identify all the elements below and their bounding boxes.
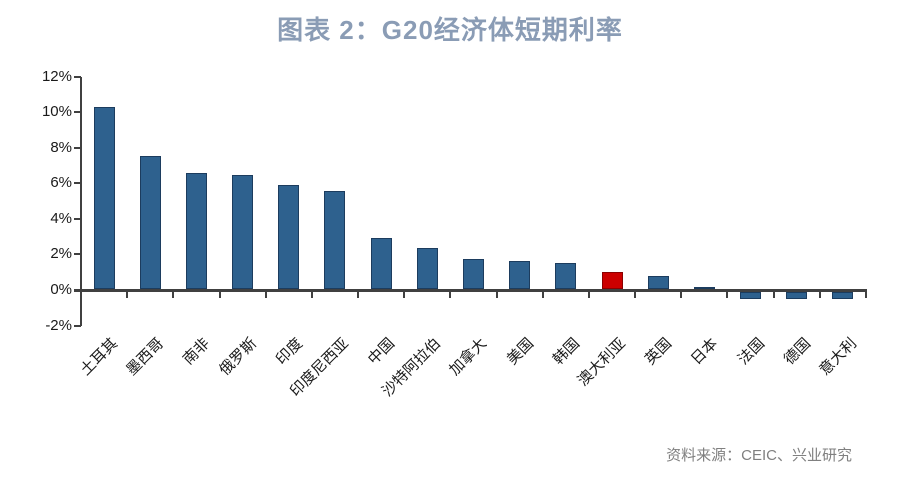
x-axis-tick <box>80 291 82 298</box>
x-axis-tick <box>634 291 637 298</box>
y-axis-tick-label: 8% <box>50 138 72 156</box>
bar-italy <box>832 291 854 299</box>
y-axis-tick <box>74 111 81 114</box>
x-axis-tick <box>403 291 406 298</box>
x-axis-label-india: 印度 <box>272 335 306 369</box>
x-axis-label-italy: 意大利 <box>816 335 860 379</box>
x-axis-label-canada: 加拿大 <box>446 335 491 379</box>
bar-france <box>740 291 762 299</box>
x-axis-label-turkey: 土耳其 <box>77 335 122 379</box>
x-axis-label-australia: 澳大利亚 <box>574 335 630 390</box>
y-axis-tick-label: 12% <box>41 67 72 85</box>
y-axis-tick <box>74 75 81 78</box>
x-axis-tick <box>357 291 360 298</box>
x-axis-tick <box>126 291 129 298</box>
x-axis-tick <box>818 291 821 298</box>
x-axis-tick <box>218 291 221 298</box>
x-axis-tick <box>865 291 867 298</box>
y-axis-tick-label: 10% <box>41 103 72 121</box>
bar-turkey <box>93 106 115 289</box>
x-axis-tick <box>495 291 498 298</box>
x-axis-label-mexico: 墨西哥 <box>123 335 168 379</box>
bar-saudi-arabia <box>416 248 438 289</box>
x-axis-tick <box>587 291 590 298</box>
x-axis-tick <box>541 291 544 298</box>
bar-south-korea <box>555 263 577 289</box>
y-axis-tick-label: 0% <box>50 281 72 298</box>
x-axis-tick <box>680 291 683 298</box>
y-axis-tick <box>74 182 81 185</box>
x-axis-line <box>74 289 867 292</box>
bar-russia <box>232 175 254 289</box>
x-axis-tick <box>264 291 267 298</box>
y-axis-tick <box>74 253 81 256</box>
x-axis-label-germany: 德国 <box>780 335 814 369</box>
x-axis-tick <box>449 291 452 298</box>
x-axis-tick <box>172 291 175 298</box>
x-axis-label-south-africa: 南非 <box>180 335 214 369</box>
x-axis-label-china: 中国 <box>364 335 399 369</box>
bar-mexico <box>139 155 161 289</box>
y-axis-tick <box>74 217 81 220</box>
bar-australia <box>601 272 623 289</box>
bar-united-states <box>509 261 531 289</box>
x-axis-label-united-states: 美国 <box>503 335 537 369</box>
bar-japan <box>693 287 715 290</box>
x-axis-label-south-korea: 韩国 <box>549 335 583 369</box>
y-axis-tick-label: -2% <box>45 316 72 334</box>
x-axis-tick <box>726 291 729 298</box>
y-axis-tick-label: 6% <box>50 174 72 192</box>
y-axis-tick <box>74 324 81 327</box>
x-axis-label-japan: 日本 <box>688 335 722 369</box>
bar-germany <box>786 291 808 299</box>
x-axis-tick <box>772 291 775 298</box>
bar-canada <box>463 258 484 289</box>
x-axis-tick <box>310 291 313 298</box>
source-note: 资料来源：CEIC、兴业研究 <box>666 447 852 464</box>
x-axis-label-united-kingdom: 英国 <box>641 335 676 369</box>
chart-title: 图表 2：G20经济体短期利率 <box>277 15 623 45</box>
bar-india <box>278 184 300 289</box>
y-axis-tick <box>74 146 81 149</box>
x-axis-label-russia: 俄罗斯 <box>215 335 260 379</box>
y-axis-tick-label: 4% <box>50 209 72 227</box>
y-axis-line <box>80 76 82 326</box>
bar-south-africa <box>185 173 207 289</box>
x-axis-label-france: 法国 <box>734 335 768 369</box>
bar-china <box>370 238 392 289</box>
bar-united-kingdom <box>647 275 669 289</box>
bar-indonesia <box>324 191 346 289</box>
y-axis-tick-label: 2% <box>50 245 72 263</box>
